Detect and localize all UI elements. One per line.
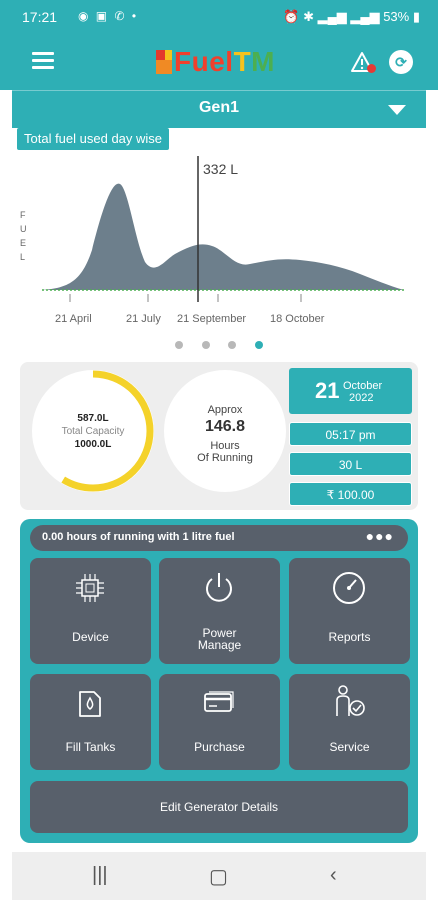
page-dot-active[interactable] (255, 341, 263, 349)
cursor-value-label: 332 L (203, 161, 238, 177)
reports-label: Reports (328, 630, 371, 644)
date-year: 2022 (349, 392, 374, 404)
more-options-icon[interactable]: ●●● (365, 528, 394, 544)
purchase-tile[interactable]: Purchase (159, 674, 280, 770)
generator-selector[interactable]: Gen1 (12, 90, 426, 128)
capacity-used: 587.0L (77, 413, 109, 424)
edit-generator-button[interactable]: Edit Generator Details (30, 781, 408, 833)
fill-tanks-tile[interactable]: Fill Tanks (30, 674, 151, 770)
running-efficiency-text: 0.00 hours of running with 1 litre fuel (42, 531, 235, 543)
capacity-ring: 587.0L Total Capacity 1000.0L (30, 368, 156, 494)
x-tick-label: 21 September (177, 313, 246, 325)
device-tile[interactable]: Device (30, 558, 151, 664)
gauge-icon (333, 572, 365, 604)
reports-tile[interactable]: Reports (289, 558, 410, 664)
service-tile[interactable]: Service (289, 674, 410, 770)
logo-wordmark: FuelTM (174, 46, 275, 77)
date-day: 21 (315, 378, 340, 403)
fuel-can-icon (79, 691, 101, 717)
running-efficiency-bar: 0.00 hours of running with 1 litre fuel … (30, 525, 408, 551)
logo-blocks (156, 50, 172, 74)
hours-label: Hours (210, 440, 240, 452)
back-icon[interactable]: ‹ (330, 864, 337, 886)
recent-apps-icon[interactable]: ||| (92, 864, 108, 886)
menu-icon[interactable] (32, 52, 54, 70)
status-time: 17:21 (22, 9, 58, 25)
x-tick-label: 21 April (55, 313, 92, 325)
x-tick-label: 21 July (126, 313, 161, 325)
chart-tag: Total fuel used day wise (17, 128, 170, 150)
page-dot[interactable] (228, 341, 236, 349)
service-person-icon (336, 685, 365, 716)
power-manage-label: Power Manage (197, 626, 242, 652)
chip-icon (76, 574, 104, 602)
capacity-total: 1000.0L (74, 439, 112, 450)
credit-card-icon (204, 691, 234, 712)
running-hours-value: 146.8 (204, 418, 246, 435)
chevron-down-icon[interactable] (388, 105, 406, 115)
actions-panel: 0.00 hours of running with 1 litre fuel … (20, 519, 418, 843)
status-bar: 17:21 ◉ ▣ ✆ • ⏰ ✱ ▂▄▆ ▂▄▆ 53% ▮ (0, 0, 438, 34)
service-label: Service (329, 740, 370, 754)
battery-level: 53% (383, 9, 410, 24)
warning-icon[interactable] (350, 51, 374, 73)
chart-pager[interactable] (175, 341, 265, 351)
page-dot[interactable] (202, 341, 210, 349)
status-right: ⏰ ✱ ▂▄▆ ▂▄▆ 53% ▮ (283, 9, 420, 24)
power-manage-tile[interactable]: Power Manage (159, 558, 280, 664)
generator-summary-card: 587.0L Total Capacity 1000.0L Approx 146… (20, 362, 418, 510)
running-hours-ring: Approx 146.8 Hours Of Running (162, 368, 288, 494)
cost-badge: ₹ 100.00 (289, 482, 412, 506)
refresh-button[interactable]: ⟳ (389, 50, 413, 74)
fueltm-logo: FuelTM (156, 46, 286, 78)
capacity-label: Total Capacity (61, 426, 125, 437)
fill-tanks-label: Fill Tanks (65, 740, 116, 754)
app-bar: FuelTM ⟳ (0, 34, 438, 90)
time-badge: 05:17 pm (289, 422, 412, 446)
refresh-icon: ⟳ (395, 54, 407, 70)
date-display: 21 October 2022 (289, 368, 412, 414)
fuel-area-series (42, 183, 404, 290)
purchase-label: Purchase (194, 740, 245, 754)
approx-label: Approx (207, 404, 243, 416)
power-icon (206, 573, 232, 602)
home-icon[interactable]: ▢ (209, 866, 228, 888)
fuel-badge: 30 L (289, 452, 412, 476)
capacity-arc (32, 370, 154, 492)
date-month: October (343, 380, 383, 392)
alert-badge (367, 64, 376, 73)
system-nav-bar: ||| ▢ ‹ (12, 852, 426, 900)
page-dot[interactable] (175, 341, 183, 349)
running-label: Of Running (197, 452, 253, 464)
x-tick-label: 18 October (270, 313, 325, 325)
notification-icons: ◉ ▣ ✆ • (78, 9, 139, 23)
device-label: Device (72, 630, 109, 644)
generator-name: Gen1 (198, 99, 239, 116)
